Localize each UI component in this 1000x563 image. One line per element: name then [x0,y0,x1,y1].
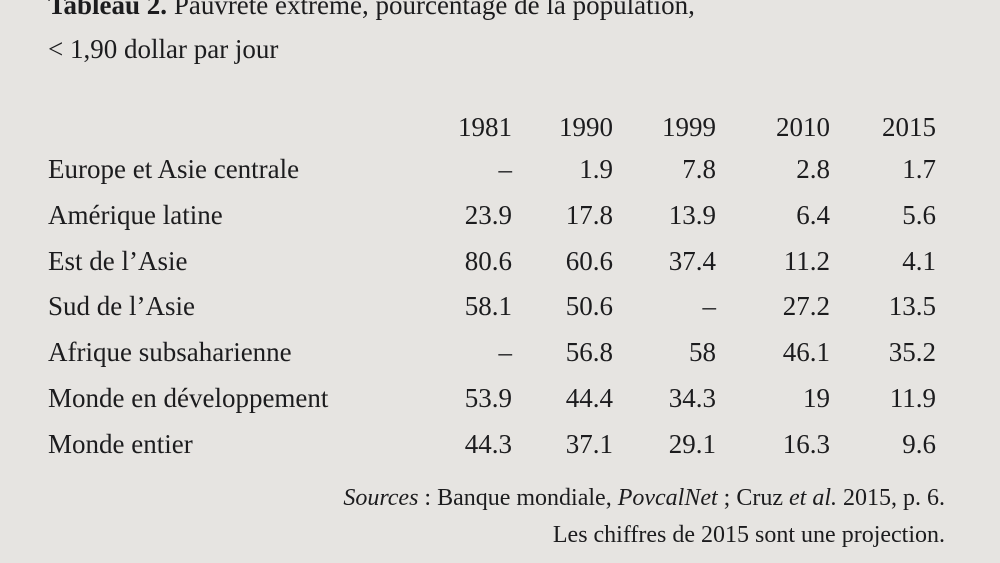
row-label: Monde entier [48,428,193,459]
cell: 29.1 [668,428,716,459]
sources-text: 2015, p. 6. [837,485,945,511]
sources-text: ; Cruz [717,485,789,511]
cell: 46.1 [782,337,830,368]
cell: – [498,337,513,368]
column-header: 1990 [559,112,613,142]
cell: 58.1 [464,291,512,322]
column-header: 2015 [882,112,936,142]
cell: 1.9 [579,154,613,184]
row-label: Europe et Asie centrale [48,154,300,184]
row-label: Sud de l’Asie [48,291,195,322]
cell: 17.8 [565,199,613,230]
row-label: Monde en développement [48,383,329,413]
cell: 6.4 [796,199,830,230]
cell: 44.3 [464,428,512,459]
cell: 2.8 [796,154,830,184]
cell: 19 [803,383,830,413]
cell: 37.4 [668,245,716,276]
cell: 34.3 [668,383,716,413]
sources: Sources : Banque mondiale, PovcalNet ; C… [343,486,945,510]
column-header: 1999 [662,112,716,142]
column-header: 1981 [458,112,512,142]
title-line-1: Tableau 2. Pauvreté extrême, pourcentage… [48,0,695,19]
row-label: Est de l’Asie [48,245,188,276]
cell: 9.6 [902,428,936,459]
sources-title: PovcalNet [617,485,718,511]
sources-text: : Banque mondiale, [418,485,618,511]
sources-label: Sources [343,485,419,511]
cell: 27.2 [782,291,830,322]
cell: 1.7 [902,154,936,184]
cell: 60.6 [565,245,613,276]
cell: 13.5 [888,291,936,322]
cell: 11.2 [783,245,830,276]
cell: 4.1 [902,245,936,276]
column-header: 2010 [776,112,830,142]
row-label: Afrique subsaharienne [48,337,292,368]
cell: 13.9 [668,199,716,230]
cell: 35.2 [888,337,936,368]
title-line-2: < 1,90 dollar par jour [48,34,279,64]
cell: 58 [689,337,716,368]
cell: 11.9 [889,383,936,413]
cell: 23.9 [464,199,512,230]
cell: 37.1 [565,428,613,459]
cell: 5.6 [902,199,936,230]
footnote: Les chiffres de 2015 sont une projection… [552,522,945,548]
sources-etal: et al. [789,485,837,511]
title-label: Tableau 2. [48,0,168,20]
cell: 53.9 [464,383,512,413]
cell: 56.8 [565,337,613,368]
cell: – [702,291,717,322]
title-text: Pauvreté extrême, pourcentage de la popu… [167,0,695,20]
cell: 80.6 [464,245,512,276]
cell: 7.8 [682,154,716,184]
cell: 44.4 [565,383,613,413]
cell: – [498,154,513,184]
cell: 16.3 [782,428,830,459]
row-label: Amérique latine [48,199,223,230]
cell: 50.6 [565,291,613,322]
